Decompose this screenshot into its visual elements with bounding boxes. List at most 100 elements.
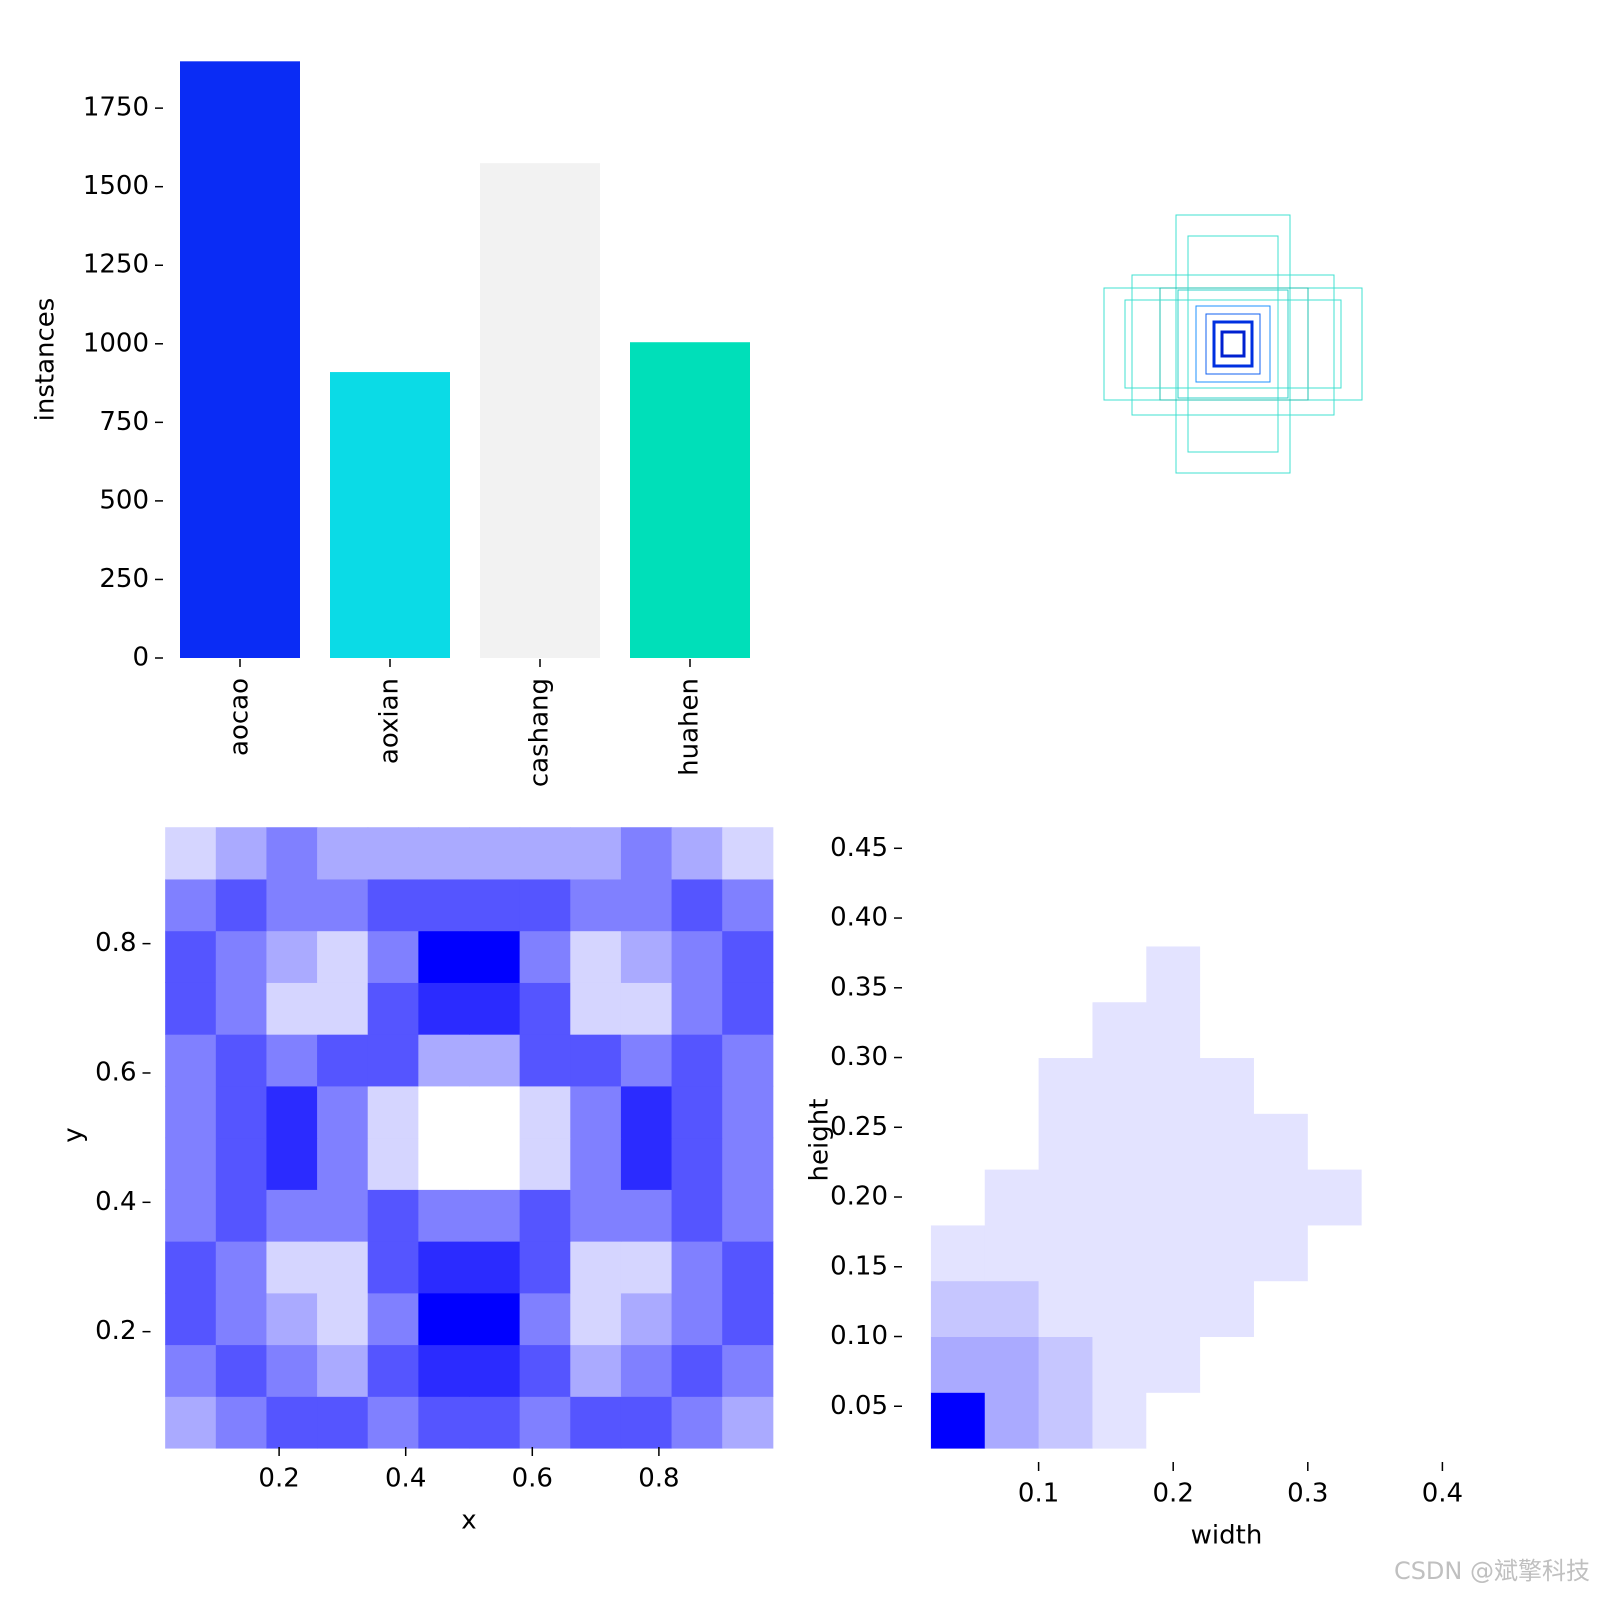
heatmap-cell [1307, 890, 1363, 947]
heatmap-cell [165, 1137, 217, 1190]
heatmap-cell [620, 982, 673, 1035]
y-tick-label: 0 [132, 643, 149, 673]
heatmap-cell [930, 1224, 986, 1282]
x-tick-label: 0.2 [258, 1464, 299, 1494]
heatmap-cell [671, 1396, 723, 1449]
heatmap-cell [266, 982, 318, 1035]
heatmap-cell [930, 1280, 986, 1338]
heatmap-cell [519, 1396, 571, 1449]
heatmap-cell [570, 1396, 622, 1449]
heatmap-cell [1038, 1392, 1093, 1449]
heatmap-cell [1361, 1113, 1416, 1170]
heatmap-cell [570, 1292, 622, 1346]
bar [630, 342, 750, 658]
heatmap-cell [1200, 834, 1255, 891]
box-outline [1220, 330, 1246, 358]
heatmap-cell [165, 827, 217, 880]
heatmap-cell [418, 1137, 470, 1190]
bar [330, 372, 450, 658]
heatmap-cell [317, 878, 369, 932]
heatmap-cell [722, 1085, 774, 1139]
heatmap-cell [165, 1034, 217, 1087]
y-tick-label: 1250 [83, 250, 149, 280]
heatmap-cell [1415, 1169, 1470, 1226]
heatmap-cell [570, 1189, 622, 1242]
x-tick-label: 0.2 [1153, 1479, 1194, 1509]
heatmap-cell [1469, 1169, 1524, 1226]
heatmap-cell [215, 1085, 267, 1139]
heatmap-cell [1307, 945, 1363, 1003]
heatmap-cell [266, 1292, 318, 1346]
heatmap-cell [519, 1137, 571, 1190]
heatmap-cell [1469, 890, 1524, 947]
x-tick-label: 0.1 [1018, 1479, 1059, 1509]
heatmap-cell [722, 878, 774, 932]
heatmap-cell [1146, 1336, 1201, 1393]
box-outline [1195, 305, 1271, 383]
heatmap-cell [1415, 945, 1470, 1003]
heatmap-cell [1469, 1113, 1524, 1170]
heatmap-cell [1307, 1057, 1363, 1114]
heatmap-cell [367, 1344, 419, 1397]
heatmap-cell [519, 1034, 571, 1087]
heatmap-cell [215, 1189, 267, 1242]
heatmap-cell [215, 930, 267, 983]
heatmap-cell [930, 1392, 986, 1449]
heatmap-cell [722, 982, 774, 1035]
x-tick-label: huahen [675, 678, 705, 776]
bar [180, 61, 300, 658]
heatmap-cell [165, 982, 217, 1035]
heatmap-cell [984, 890, 1040, 947]
heatmap-cell [1253, 1169, 1309, 1226]
heatmap-cell [984, 1113, 1040, 1170]
heatmap-cell [671, 827, 723, 880]
heatmap-cell [317, 1292, 369, 1346]
heatmap-cell [317, 1189, 369, 1242]
heatmap-cell [266, 1189, 318, 1242]
heatmap-cell [620, 1085, 673, 1139]
box-outline [1175, 214, 1291, 474]
box-outline [1187, 235, 1279, 453]
heatmap-cell [266, 930, 318, 983]
heatmap-cell [266, 1241, 318, 1294]
x-tick-label: cashang [525, 678, 555, 787]
heatmap-cell [215, 1292, 267, 1346]
heatmap-cell [984, 1224, 1040, 1282]
heatmap-cell [418, 1344, 470, 1397]
heatmap-cell [620, 1034, 673, 1087]
heatmap-cell [1038, 1336, 1093, 1393]
heatmap-cell [1200, 890, 1255, 947]
heatmap-cell [519, 1085, 571, 1139]
heatmap-cell [469, 1189, 521, 1242]
heatmap-cell [722, 1137, 774, 1190]
heatmap-cell [1038, 890, 1093, 947]
heatmap-cell [317, 1241, 369, 1294]
heatmap-cell [722, 1344, 774, 1397]
heatmap-cell [1253, 1224, 1309, 1282]
heatmap-cell [317, 1396, 369, 1449]
heatmap-cell [367, 1189, 419, 1242]
y-tick-label: 0.10 [830, 1321, 888, 1351]
heatmap-cell [1092, 1224, 1147, 1282]
y-tick-label: 500 [99, 485, 149, 515]
heatmap-cell [1146, 1001, 1201, 1059]
heatmap-cell [722, 1189, 774, 1242]
heatmap-cell [1469, 1224, 1524, 1282]
heatmap-cell [930, 1001, 986, 1059]
heatmap-cell [1092, 1113, 1147, 1170]
heatmap-cell [1146, 1392, 1201, 1449]
heatmap-cell [671, 1189, 723, 1242]
heatmap-cell [367, 930, 419, 983]
heatmap-cell [165, 1396, 217, 1449]
heatmap-cell [367, 1396, 419, 1449]
heatmap-cell [1415, 1392, 1470, 1449]
heatmap-cell [367, 1034, 419, 1087]
y-axis-label: instances [31, 298, 61, 422]
heatmap-cell [722, 827, 774, 880]
heatmap-cell [215, 878, 267, 932]
heatmap-cell [418, 1189, 470, 1242]
heatmap-cell [1415, 1001, 1470, 1059]
heatmap-cell [570, 1034, 622, 1087]
heatmap-cell [418, 1241, 470, 1294]
